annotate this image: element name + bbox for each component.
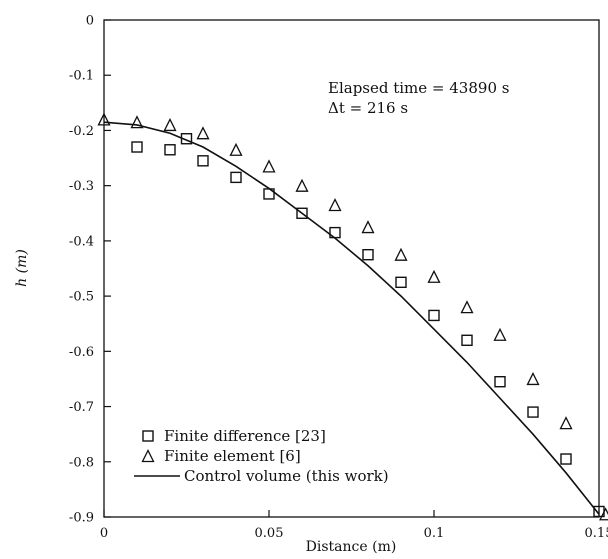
finite-difference-point [494,376,506,388]
plot-frame [103,19,600,518]
finite-element-point [328,198,342,212]
finite-element-point [196,126,210,140]
finite-difference-point [230,171,242,184]
legend-label: Finite element [6] [164,447,301,465]
finite-difference-point [560,453,572,465]
legend-item: Control volume (this work) [134,467,389,485]
legend-label: Finite difference [23] [164,427,326,445]
y-tick-label: -0.4 [69,234,94,249]
y-tick-label: -0.6 [69,345,94,360]
finite-difference-point [131,141,143,153]
finite-difference-point [296,207,308,219]
finite-element-point [460,300,474,314]
x-tick-label: 0.15 [585,526,608,541]
y-tick-label: -0.2 [69,124,94,139]
y-axis-ticks: 0 -0.1 -0.2 -0.3 -0.4 -0.5 -0.6 -0.7 -0.8 -0.9 [69,14,111,526]
finite-element-point [130,115,144,129]
finite-element-point [229,142,243,156]
legend-triangle-marker [141,449,155,463]
control-volume-line [103,121,600,515]
finite-difference-point [164,144,176,156]
annotation-delta-t: Δt = 216 s [328,99,408,117]
finite-difference-point [527,406,539,418]
finite-element-point [599,507,608,521]
x-tick-label: 0.1 [424,526,445,541]
legend-item: Finite element [6] [141,447,301,465]
y-tick-label: -0.8 [69,455,94,470]
finite-element-point [559,416,573,430]
y-tick-label: -0.5 [69,290,94,305]
finite-element-point [295,178,309,192]
finite-difference-point [362,248,374,261]
finite-difference-point [395,276,407,289]
y-tick-label: -0.1 [69,69,94,84]
annotation-elapsed-time: Elapsed time = 43890 s [328,79,509,97]
finite-element-point [262,159,276,173]
x-tick-label: 0.05 [255,526,284,541]
y-tick-label: -0.3 [69,179,94,194]
y-tick-label: -0.9 [69,511,94,526]
legend: Finite difference [23] Finite element [6]… [134,427,389,485]
y-tick-label: -0.7 [69,400,94,415]
y-axis-label: h (m) [14,249,30,287]
finite-element-point [361,220,375,234]
series-1 [97,112,608,521]
series-layer [97,112,608,521]
finite-element-point [394,247,408,261]
finite-difference-point [461,334,473,346]
finite-element-point [493,327,507,341]
legend-item: Finite difference [23] [142,427,326,445]
finite-element-point [427,269,441,283]
finite-element-point [163,117,177,132]
finite-element-point [526,371,540,386]
x-axis-ticks: 0 0.05 0.1 0.15 [100,510,608,541]
finite-difference-point [197,155,209,167]
legend-label: Control volume (this work) [184,467,389,485]
finite-difference-point [428,309,440,322]
x-axis-label: Distance (m) [306,539,397,555]
y-tick-label: 0 [86,14,94,29]
x-tick-label: 0 [100,526,108,541]
series-2 [103,121,600,515]
legend-square-marker [142,430,154,442]
finite-element-point [97,112,111,126]
